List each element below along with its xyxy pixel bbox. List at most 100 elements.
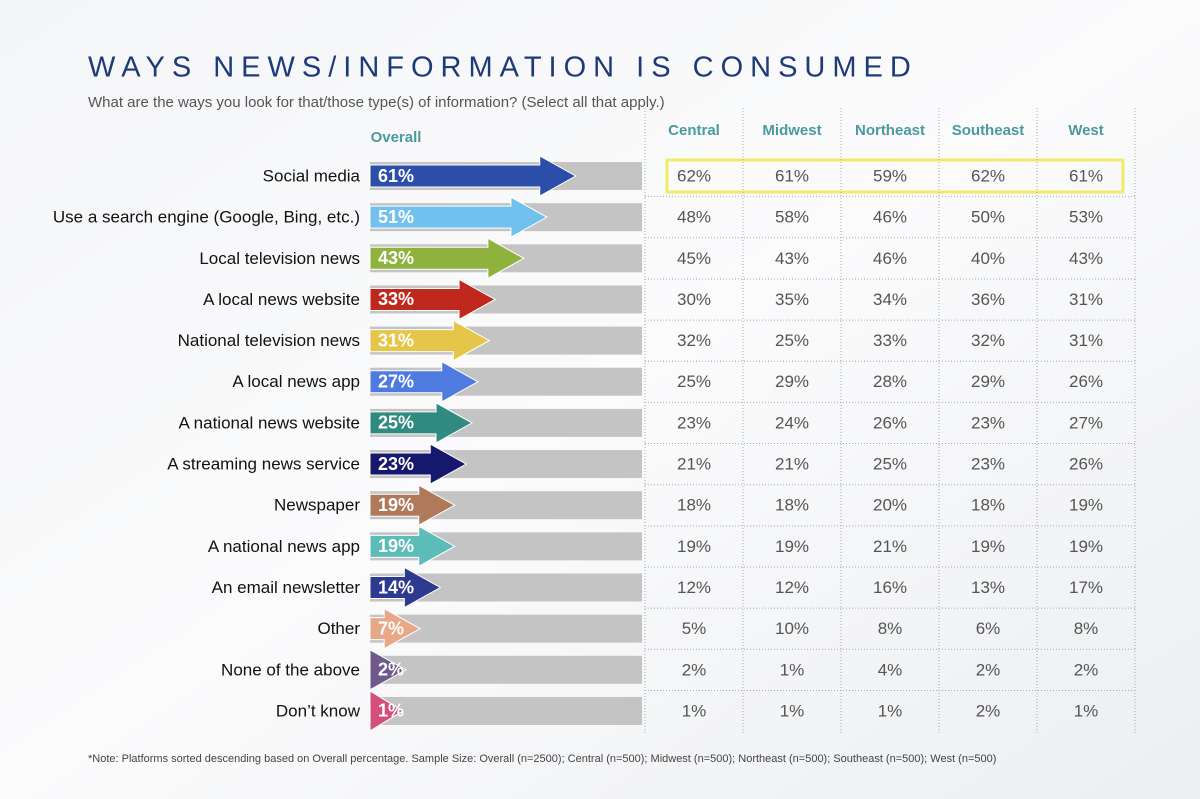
table-cell: 31% (1069, 290, 1103, 309)
table-cell: 40% (971, 249, 1005, 268)
table-cell: 46% (873, 208, 907, 227)
table-cell: 1% (780, 660, 805, 679)
table-cell: 50% (971, 208, 1005, 227)
table-cell: 19% (677, 537, 711, 556)
table-cell: 20% (873, 496, 907, 515)
column-header: Southeast (952, 122, 1025, 139)
table-cell: 16% (873, 578, 907, 597)
category-label: Local television news (199, 249, 360, 268)
table-cell: 35% (775, 290, 809, 309)
arrow-bar (369, 607, 422, 650)
table-cell: 2% (976, 701, 1001, 720)
column-header: West (1068, 122, 1104, 139)
table-cell: 23% (677, 413, 711, 432)
value-label: 2% (378, 660, 404, 680)
value-label: 27% (378, 372, 414, 392)
table-cell: 45% (677, 249, 711, 268)
table-cell: 62% (971, 166, 1005, 185)
table-cell: 36% (971, 290, 1005, 309)
table-cell: 33% (873, 331, 907, 350)
category-label: None of the above (221, 660, 360, 679)
value-label: 33% (378, 289, 414, 309)
column-header: Midwest (762, 122, 821, 139)
arrow-bar (369, 237, 525, 280)
category-label: A national news website (179, 413, 360, 432)
table-cell: 1% (1074, 701, 1099, 720)
table-cell: 32% (677, 331, 711, 350)
category-label: A national news app (208, 537, 360, 556)
arrow-bar (369, 360, 479, 403)
table-cell: 43% (1069, 249, 1103, 268)
table-cell: 21% (775, 455, 809, 474)
arrow-bar (369, 648, 407, 691)
arrow-bar (369, 690, 404, 732)
table-cell: 19% (775, 537, 809, 556)
arrow-bar (369, 443, 468, 485)
table-cell: 19% (1069, 537, 1103, 556)
bar-track (370, 655, 642, 684)
table-cell: 8% (1074, 619, 1099, 638)
category-label: National television news (178, 331, 360, 350)
bar-track (370, 696, 642, 725)
table-cell: 6% (976, 619, 1001, 638)
table-cell: 26% (1069, 372, 1103, 391)
table-cell: 61% (775, 166, 809, 185)
table-cell: 24% (775, 413, 809, 432)
table-cell: 58% (775, 208, 809, 227)
value-label: 19% (378, 495, 414, 515)
table-cell: 1% (780, 701, 805, 720)
table-cell: 2% (682, 660, 707, 679)
table-cell: 61% (1069, 166, 1103, 185)
value-label: 25% (378, 413, 414, 433)
table-cell: 19% (1069, 496, 1103, 515)
value-label: 7% (378, 618, 404, 638)
table-cell: 18% (677, 496, 711, 515)
arrow-bar (369, 484, 456, 527)
table-cell: 13% (971, 578, 1005, 597)
table-cell: 34% (873, 290, 907, 309)
table-cell: 43% (775, 249, 809, 268)
table-cell: 19% (971, 537, 1005, 556)
subtitle: What are the ways you look for that/thos… (88, 94, 665, 111)
arrow-bar (369, 566, 442, 609)
category-label: A local news website (203, 290, 360, 309)
table-cell: 17% (1069, 578, 1103, 597)
arrow-bar (369, 319, 491, 362)
category-label: Newspaper (274, 496, 360, 515)
value-label: 43% (378, 248, 414, 268)
table-cell: 32% (971, 331, 1005, 350)
table-cell: 29% (775, 372, 809, 391)
note: *Note: Platforms sorted descending based… (88, 753, 996, 765)
table-cell: 5% (682, 619, 707, 638)
table-cell: 12% (775, 578, 809, 597)
table-cell: 46% (873, 249, 907, 268)
arrow-bar (369, 525, 456, 568)
value-label: 61% (378, 166, 414, 186)
value-label: 14% (378, 577, 414, 597)
table-cell: 10% (775, 619, 809, 638)
table-cell: 27% (1069, 413, 1103, 432)
category-label: Social media (263, 166, 361, 185)
table-cell: 12% (677, 578, 711, 597)
category-label: Use a search engine (Google, Bing, etc.) (53, 208, 360, 227)
column-header: Central (668, 122, 720, 139)
category-label: An email newsletter (212, 578, 361, 597)
table-cell: 48% (677, 208, 711, 227)
overall-header: Overall (371, 129, 422, 146)
table-cell: 30% (677, 290, 711, 309)
table-cell: 25% (775, 331, 809, 350)
highlight-box (665, 158, 1125, 194)
arrow-bar (369, 155, 577, 197)
arrow-bar (369, 278, 497, 321)
table-cell: 29% (971, 372, 1005, 391)
table-cell: 1% (878, 701, 903, 720)
table-cell: 1% (682, 701, 707, 720)
table-cell: 2% (976, 660, 1001, 679)
table-cell: 23% (971, 413, 1005, 432)
table-cell: 21% (873, 537, 907, 556)
arrow-bar (369, 196, 548, 238)
category-label: Other (317, 619, 360, 638)
category-label: Don’t know (276, 701, 361, 720)
